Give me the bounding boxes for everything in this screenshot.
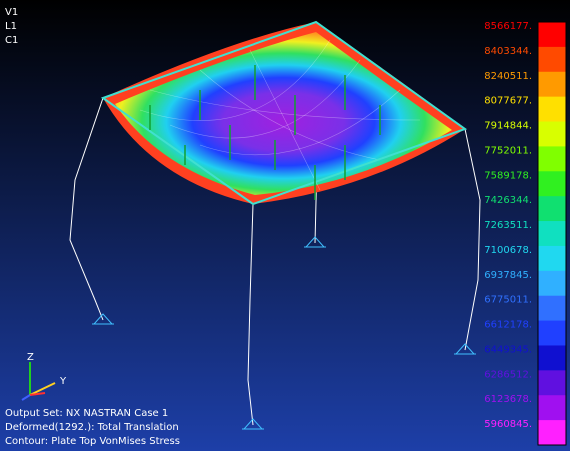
frame [100, 20, 468, 206]
view-label: L1 [5, 21, 17, 32]
plate-contour [115, 32, 452, 195]
legend-label: 6775011. [484, 295, 532, 306]
legend-swatch [538, 146, 566, 172]
legend-label: 7426344. [484, 195, 532, 206]
legend-swatch [538, 345, 566, 371]
axis-triad: Z Y [21, 352, 67, 401]
legend-swatch [538, 46, 566, 73]
supports [92, 236, 476, 430]
legend-swatch [538, 221, 566, 247]
legend-border [537, 21, 567, 446]
legend-swatch [538, 71, 566, 98]
legend-swatch [538, 370, 566, 396]
legend-swatch [538, 420, 566, 446]
legend-swatch [538, 320, 566, 346]
legend-label: 6612178. [484, 320, 532, 331]
legend-swatch [538, 395, 566, 421]
view-label: V1 [5, 7, 18, 18]
info-line: Output Set: NX NASTRAN Case 1 [5, 408, 168, 419]
legend-label: 7589178. [484, 170, 532, 181]
triad-z: Z [27, 352, 34, 363]
legend-label: 6286512. [484, 369, 532, 380]
legend-swatch [538, 270, 566, 297]
load-arrows [149, 65, 381, 200]
legend-swatch [538, 196, 566, 222]
triad-y: Y [59, 376, 67, 387]
legend-label: 6449345. [484, 344, 532, 355]
legend-swatch [538, 171, 566, 197]
legend-label: 7100678. [484, 245, 532, 256]
legend-label: 8403344. [484, 46, 532, 57]
contour-legend: 8566177. 8403344. 8240511. 8077677. 7914844.… [484, 21, 567, 446]
info-line: Contour: Plate Top VonMises Stress [5, 436, 180, 447]
legend-label: 7752011. [484, 145, 532, 156]
legend-label: 6937845. [484, 270, 532, 281]
legend-label: 7914844. [484, 121, 532, 132]
legend-swatch [538, 96, 566, 123]
info-line: Deformed(1292.): Total Translation [5, 422, 179, 433]
legend-swatch [538, 121, 566, 147]
legend-label: 8077677. [484, 96, 532, 107]
legend-swatch [538, 295, 566, 322]
legend-label: 7263511. [484, 220, 532, 231]
legend-label: 5960845. [484, 419, 532, 430]
legend-swatch [538, 245, 566, 272]
view-label: C1 [5, 35, 18, 46]
legend-swatch [538, 22, 566, 48]
legend-label: 8240511. [484, 71, 532, 82]
legend-label: 6123678. [484, 394, 532, 405]
legend-label: 8566177. [484, 21, 532, 32]
